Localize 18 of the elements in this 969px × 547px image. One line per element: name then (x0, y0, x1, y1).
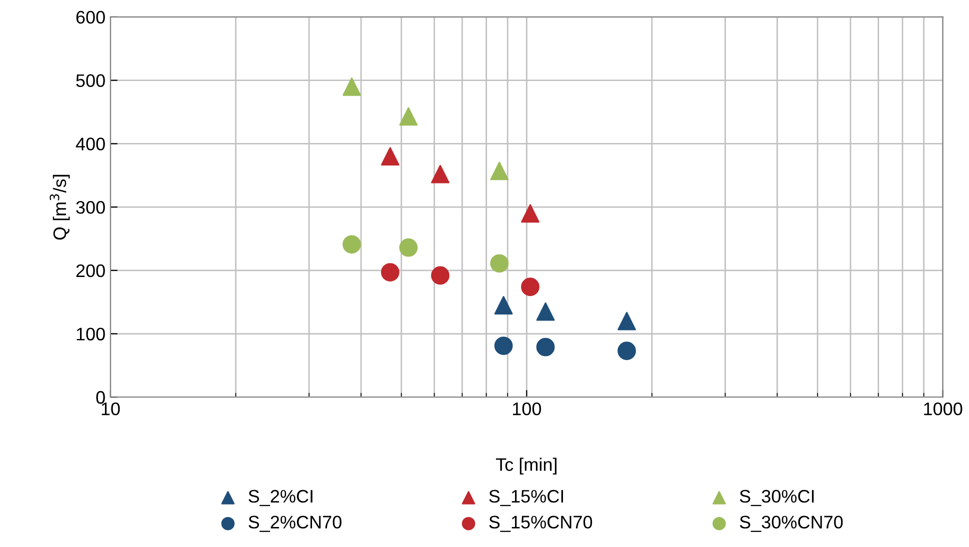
y-tick-label: 200 (76, 264, 105, 278)
y-tick-label: 500 (76, 74, 105, 88)
legend-label: S_30%CI (740, 490, 814, 506)
legend-label: S_2%CN70 (248, 516, 342, 532)
y-tick-label: 0 (96, 391, 105, 404)
y-tick-label: 400 (76, 138, 105, 150)
y-axis-title: Q [m$^{3}$/s] (50, 174, 70, 240)
legend-label: S_15%CN70 (489, 516, 592, 532)
x-tick-label: 10 (102, 402, 120, 416)
y-tick-label: 300 (76, 200, 105, 214)
legend-label: S_15%CI (489, 490, 564, 506)
x-tick-label: 1000 (924, 402, 962, 416)
x-tick-label: 100 (512, 402, 542, 416)
y-tick-label: 100 (76, 328, 105, 340)
y-tick-label: 600 (76, 10, 105, 24)
legend-label: S_30%CN70 (740, 516, 843, 532)
legend-label: S_2%CI (248, 490, 312, 506)
x-axis-title: Tc [min] (496, 458, 556, 475)
